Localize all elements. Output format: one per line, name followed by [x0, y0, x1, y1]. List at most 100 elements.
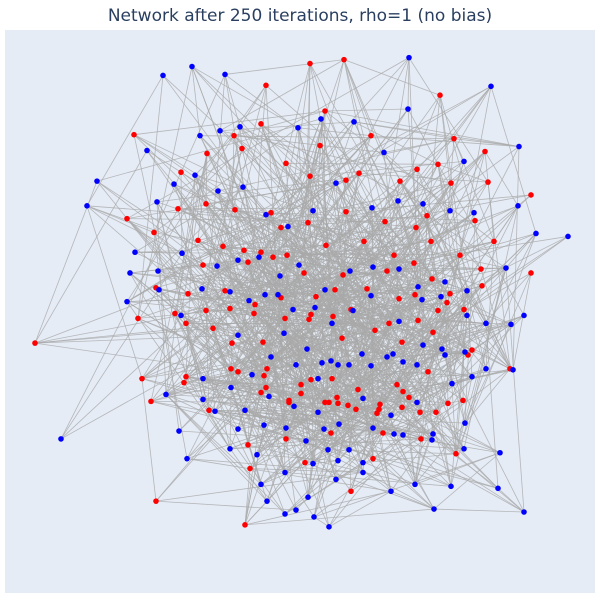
network-edge [133, 110, 326, 136]
node-blue-129 [388, 488, 394, 495]
network-edge [153, 127, 299, 233]
node-red-9 [368, 132, 374, 139]
network-edge [432, 332, 525, 513]
node-red-132 [247, 465, 253, 472]
network-edge [512, 272, 532, 370]
network-edge [357, 236, 569, 390]
network-edge [307, 364, 350, 498]
node-red-101 [298, 381, 304, 388]
node-blue-45 [347, 268, 353, 274]
node-red-123 [400, 388, 406, 395]
node-red-13 [204, 150, 210, 157]
node-blue-87 [249, 371, 255, 378]
node-blue-7 [217, 127, 223, 134]
network-edge [348, 414, 392, 451]
network-edge [279, 267, 507, 277]
network-edge [331, 323, 364, 399]
node-blue-73 [281, 330, 287, 337]
network-edge [260, 348, 443, 485]
node-blue-67 [438, 293, 444, 300]
edge-layer [34, 57, 569, 528]
network-edge [371, 207, 424, 346]
node-blue-44 [322, 286, 328, 293]
node-blue-98 [242, 407, 248, 414]
network-edge [309, 63, 392, 492]
node-red-102 [329, 375, 335, 382]
node-red-143 [298, 390, 304, 397]
network-edge [334, 289, 337, 480]
node-blue-96 [469, 373, 475, 380]
network-edge [343, 59, 388, 272]
network-edge [141, 315, 182, 379]
network-edge [270, 356, 309, 498]
network-edge [285, 162, 439, 165]
network-edge [331, 323, 364, 473]
node-red-99 [228, 365, 234, 372]
node-blue-143 [315, 375, 321, 382]
network-edge [157, 270, 189, 295]
network-edge [216, 126, 241, 267]
node-blue-141 [293, 507, 299, 513]
network-edge [254, 118, 322, 305]
node-blue-101 [315, 409, 321, 416]
node-blue-62 [329, 320, 335, 327]
node-red-47 [428, 238, 434, 245]
network-edge [141, 356, 272, 380]
node-red-119 [264, 365, 270, 372]
node-red-4 [322, 108, 328, 114]
network-edge [174, 313, 239, 430]
node-blue-74 [304, 346, 310, 352]
network-edge [146, 150, 297, 366]
network-edge [512, 146, 520, 370]
network-edge [312, 460, 339, 465]
network-edge [345, 57, 410, 181]
node-blue-116 [346, 446, 352, 453]
network-edge [348, 364, 525, 513]
node-red-41 [241, 247, 247, 254]
node-blue-27 [333, 180, 339, 186]
network-edge [320, 118, 339, 461]
network-edge [60, 342, 233, 440]
node-blue-100 [291, 403, 297, 410]
network-edge [265, 364, 418, 388]
node-red-34 [382, 218, 388, 225]
network-edge [205, 310, 216, 412]
network-edge [153, 232, 180, 432]
network-edge [165, 394, 286, 515]
network-edge [186, 458, 364, 473]
node-blue-110 [212, 408, 218, 415]
node-red-94 [430, 329, 436, 336]
network-edge [437, 164, 525, 316]
network-edge [337, 389, 359, 461]
network-edge [337, 233, 537, 461]
network-edge [194, 135, 235, 176]
node-red-85 [32, 340, 38, 346]
node-red-58 [478, 266, 484, 272]
network-edge [307, 173, 360, 498]
node-red-135 [153, 498, 159, 504]
node-red-3 [437, 92, 443, 98]
node-blue-92 [359, 351, 365, 357]
node-blue-43 [296, 262, 302, 268]
network-edge [186, 275, 281, 459]
node-blue-125 [282, 469, 288, 476]
network-edge [317, 268, 400, 413]
node-red-75 [227, 305, 233, 312]
node-blue-107 [462, 420, 468, 426]
node-blue-115 [325, 446, 331, 453]
node-blue-104 [388, 412, 394, 419]
network-edge [265, 214, 418, 403]
node-red-129 [380, 430, 386, 436]
network-edge [180, 315, 404, 436]
node-blue-76 [346, 362, 352, 368]
node-blue-41 [256, 254, 262, 260]
network-edge [202, 399, 239, 430]
network-edge [307, 362, 323, 498]
node-red-145 [261, 372, 267, 379]
node-red-55 [411, 260, 417, 266]
network-edge [280, 297, 330, 527]
network-edge [343, 59, 385, 153]
network-edge [284, 462, 364, 515]
network-edge [229, 264, 300, 449]
node-red-124 [433, 409, 439, 416]
